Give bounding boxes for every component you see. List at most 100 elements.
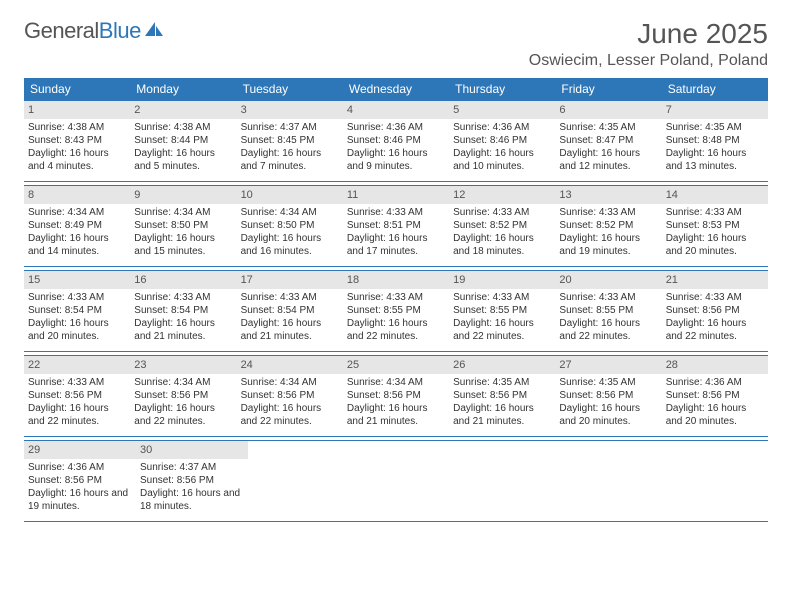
day-number: 10 (237, 186, 343, 204)
month-title: June 2025 (529, 18, 768, 50)
daylight-line: Daylight: 16 hours and 22 minutes. (666, 317, 764, 343)
sunrise-line: Sunrise: 4:33 AM (559, 291, 657, 304)
sunrise-line: Sunrise: 4:36 AM (347, 121, 445, 134)
empty-cell (664, 441, 768, 521)
day-cell: 2Sunrise: 4:38 AMSunset: 8:44 PMDaylight… (130, 101, 236, 181)
day-header-row: SundayMondayTuesdayWednesdayThursdayFrid… (24, 78, 768, 100)
day-cell: 5Sunrise: 4:36 AMSunset: 8:46 PMDaylight… (449, 101, 555, 181)
daylight-line: Daylight: 16 hours and 17 minutes. (347, 232, 445, 258)
location: Oswiecim, Lesser Poland, Poland (529, 52, 768, 70)
day-cell: 20Sunrise: 4:33 AMSunset: 8:55 PMDayligh… (555, 271, 661, 351)
daylight-line: Daylight: 16 hours and 12 minutes. (559, 147, 657, 173)
sunset-line: Sunset: 8:55 PM (347, 304, 445, 317)
sunset-line: Sunset: 8:51 PM (347, 219, 445, 232)
day-cell: 27Sunrise: 4:35 AMSunset: 8:56 PMDayligh… (555, 356, 661, 436)
day-cell: 18Sunrise: 4:33 AMSunset: 8:55 PMDayligh… (343, 271, 449, 351)
sunrise-line: Sunrise: 4:34 AM (28, 206, 126, 219)
sunset-line: Sunset: 8:56 PM (347, 389, 445, 402)
daylight-line: Daylight: 16 hours and 20 minutes. (559, 402, 657, 428)
day-cell: 15Sunrise: 4:33 AMSunset: 8:54 PMDayligh… (24, 271, 130, 351)
day-cell: 14Sunrise: 4:33 AMSunset: 8:53 PMDayligh… (662, 186, 768, 266)
day-header: Wednesday (343, 78, 449, 100)
day-number: 8 (24, 186, 130, 204)
sunset-line: Sunset: 8:56 PM (134, 389, 232, 402)
sunrise-line: Sunrise: 4:33 AM (241, 291, 339, 304)
sunrise-line: Sunrise: 4:33 AM (666, 206, 764, 219)
day-header: Sunday (24, 78, 130, 100)
day-number: 2 (130, 101, 236, 119)
daylight-line: Daylight: 16 hours and 15 minutes. (134, 232, 232, 258)
sunset-line: Sunset: 8:54 PM (241, 304, 339, 317)
sunrise-line: Sunrise: 4:33 AM (559, 206, 657, 219)
sunset-line: Sunset: 8:50 PM (241, 219, 339, 232)
daylight-line: Daylight: 16 hours and 5 minutes. (134, 147, 232, 173)
day-cell: 26Sunrise: 4:35 AMSunset: 8:56 PMDayligh… (449, 356, 555, 436)
day-cell: 23Sunrise: 4:34 AMSunset: 8:56 PMDayligh… (130, 356, 236, 436)
sunset-line: Sunset: 8:49 PM (28, 219, 126, 232)
day-number: 22 (24, 356, 130, 374)
sunset-line: Sunset: 8:56 PM (453, 389, 551, 402)
sunrise-line: Sunrise: 4:34 AM (134, 376, 232, 389)
day-number: 6 (555, 101, 661, 119)
day-cell: 17Sunrise: 4:33 AMSunset: 8:54 PMDayligh… (237, 271, 343, 351)
day-cell: 9Sunrise: 4:34 AMSunset: 8:50 PMDaylight… (130, 186, 236, 266)
empty-cell (560, 441, 664, 521)
sunset-line: Sunset: 8:56 PM (241, 389, 339, 402)
week-row: 8 Sunrise: 4:34 AMSunset: 8:49 PM Daylight… (24, 185, 768, 267)
logo: GeneralBlue (24, 18, 165, 44)
day-number: 3 (237, 101, 343, 119)
day-number: 19 (449, 271, 555, 289)
day-number: 29 (24, 441, 136, 459)
sunset-line: Sunset: 8:43 PM (28, 134, 126, 147)
empty-cell (456, 441, 560, 521)
day-cell: 25Sunrise: 4:34 AMSunset: 8:56 PMDayligh… (343, 356, 449, 436)
sunrise-line: Sunrise: 4:33 AM (28, 376, 126, 389)
daylight-line: Daylight: 16 hours and 21 minutes. (134, 317, 232, 343)
week-row: 22Sunrise: 4:33 AMSunset: 8:56 PMDayligh… (24, 355, 768, 437)
header: GeneralBlue June 2025 Oswiecim, Lesser P… (24, 18, 768, 70)
empty-cell (248, 441, 352, 521)
day-header: Saturday (662, 78, 768, 100)
day-cell: 29Sunrise: 4:36 AMSunset: 8:56 PMDayligh… (24, 441, 136, 521)
day-number: 30 (136, 441, 248, 459)
day-number: 23 (130, 356, 236, 374)
day-cell: 24Sunrise: 4:34 AMSunset: 8:56 PMDayligh… (237, 356, 343, 436)
sunset-line: Sunset: 8:56 PM (28, 389, 126, 402)
sunrise-line: Sunrise: 4:38 AM (134, 121, 232, 134)
day-number: 17 (237, 271, 343, 289)
daylight-line: Daylight: 16 hours and 21 minutes. (347, 402, 445, 428)
day-cell: 30Sunrise: 4:37 AMSunset: 8:56 PMDayligh… (136, 441, 248, 521)
day-header: Friday (555, 78, 661, 100)
sunrise-line: Sunrise: 4:33 AM (453, 206, 551, 219)
sunset-line: Sunset: 8:55 PM (559, 304, 657, 317)
logo-text-gray: General (24, 18, 99, 44)
day-number: 7 (662, 101, 768, 119)
daylight-line: Daylight: 16 hours and 20 minutes. (28, 317, 126, 343)
day-cell: 3Sunrise: 4:37 AMSunset: 8:45 PMDaylight… (237, 101, 343, 181)
daylight-line: Daylight: 16 hours and 13 minutes. (666, 147, 764, 173)
daylight-line: Daylight: 16 hours and 18 minutes. (453, 232, 551, 258)
sunset-line: Sunset: 8:52 PM (559, 219, 657, 232)
sunset-line: Sunset: 8:52 PM (453, 219, 551, 232)
empty-cell (352, 441, 456, 521)
day-number: 15 (24, 271, 130, 289)
day-cell: 1Sunrise: 4:38 AMSunset: 8:43 PMDaylight… (24, 101, 130, 181)
sunrise-line: Sunrise: 4:33 AM (347, 291, 445, 304)
sunset-line: Sunset: 8:45 PM (241, 134, 339, 147)
day-number: 18 (343, 271, 449, 289)
sunrise-line: Sunrise: 4:35 AM (666, 121, 764, 134)
day-number: 5 (449, 101, 555, 119)
daylight-line: Daylight: 16 hours and 22 minutes. (241, 402, 339, 428)
sunrise-line: Sunrise: 4:34 AM (241, 376, 339, 389)
daylight-line: Daylight: 16 hours and 16 minutes. (241, 232, 339, 258)
sunset-line: Sunset: 8:46 PM (347, 134, 445, 147)
day-number: 12 (449, 186, 555, 204)
day-number: 13 (555, 186, 661, 204)
sunset-line: Sunset: 8:46 PM (453, 134, 551, 147)
day-number: 14 (662, 186, 768, 204)
day-cell: 16Sunrise: 4:33 AMSunset: 8:54 PMDayligh… (130, 271, 236, 351)
day-cell: 7Sunrise: 4:35 AMSunset: 8:48 PMDaylight… (662, 101, 768, 181)
day-cell: 12 Sunrise: 4:33 AMSunset: 8:52 PMDayligh… (449, 186, 555, 266)
sunrise-line: Sunrise: 4:35 AM (559, 376, 657, 389)
daylight-line: Daylight: 16 hours and 20 minutes. (666, 402, 764, 428)
